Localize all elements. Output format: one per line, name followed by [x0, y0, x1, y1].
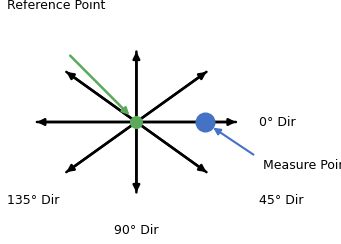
Point: [134, 120, 139, 124]
Text: Reference Point: Reference Point: [7, 0, 105, 12]
Text: 90° Dir: 90° Dir: [114, 224, 159, 237]
Point: [202, 120, 207, 124]
Text: 45° Dir: 45° Dir: [259, 193, 303, 207]
Text: 135° Dir: 135° Dir: [7, 193, 59, 207]
Text: Measure Point: Measure Point: [263, 159, 341, 173]
Text: 0° Dir: 0° Dir: [259, 115, 296, 129]
